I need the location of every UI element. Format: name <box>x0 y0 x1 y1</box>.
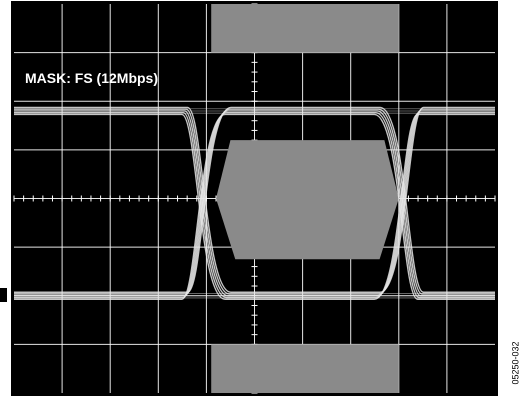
eye-traces <box>14 106 495 300</box>
mask-label: MASK: FS (12Mbps) <box>25 70 158 86</box>
figure-code-text: 05250-032 <box>511 341 522 385</box>
trace-high-pulse <box>14 108 495 295</box>
trace-low-pulse <box>14 108 495 295</box>
mask-bottom-band <box>211 344 399 393</box>
trigger-marker <box>0 288 7 302</box>
trace-low-pulse <box>14 106 495 293</box>
trace-high-pulse <box>14 113 495 300</box>
trace-high-pulse <box>14 112 495 299</box>
trace-high-pulse <box>14 106 495 293</box>
mask-top-band <box>211 4 399 53</box>
figure-code: 05250-032 <box>507 330 525 396</box>
mask-center-hexagon <box>216 140 399 260</box>
mask-regions <box>211 4 399 393</box>
trace-low-pulse <box>14 113 495 300</box>
trace-low-pulse <box>14 112 495 299</box>
